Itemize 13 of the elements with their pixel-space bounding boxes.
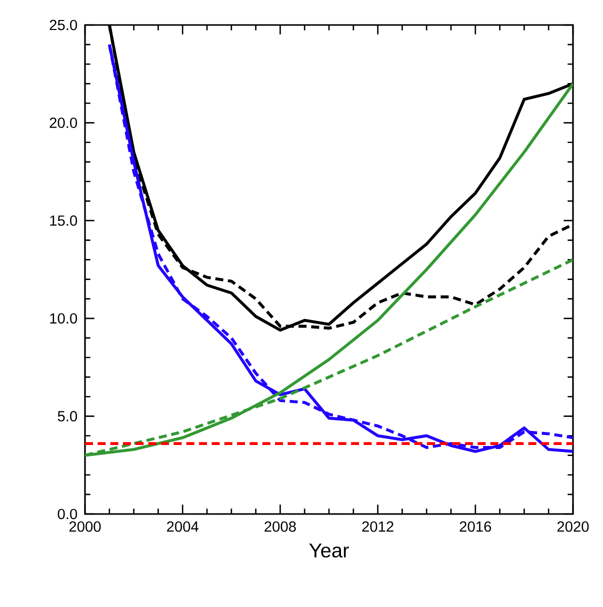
x-tick-label: 2004	[167, 521, 198, 532]
x-tick-label: 2008	[264, 521, 296, 532]
y-tick-label: 10.0	[50, 313, 78, 324]
y-tick-label: 15.0	[50, 215, 78, 226]
y-tick-label: 25.0	[50, 20, 78, 30]
y-tick-label: 0.0	[58, 508, 78, 520]
x-axis-title: Year	[309, 544, 349, 558]
x-tick-label: 2012	[362, 521, 394, 532]
y-tick-label: 20.0	[50, 118, 78, 128]
x-tick-label: 2000	[69, 521, 101, 532]
x-tick-label: 2016	[460, 521, 492, 532]
x-tick-label: 2020	[557, 521, 589, 532]
y-tick-label: 5.0	[58, 411, 78, 422]
